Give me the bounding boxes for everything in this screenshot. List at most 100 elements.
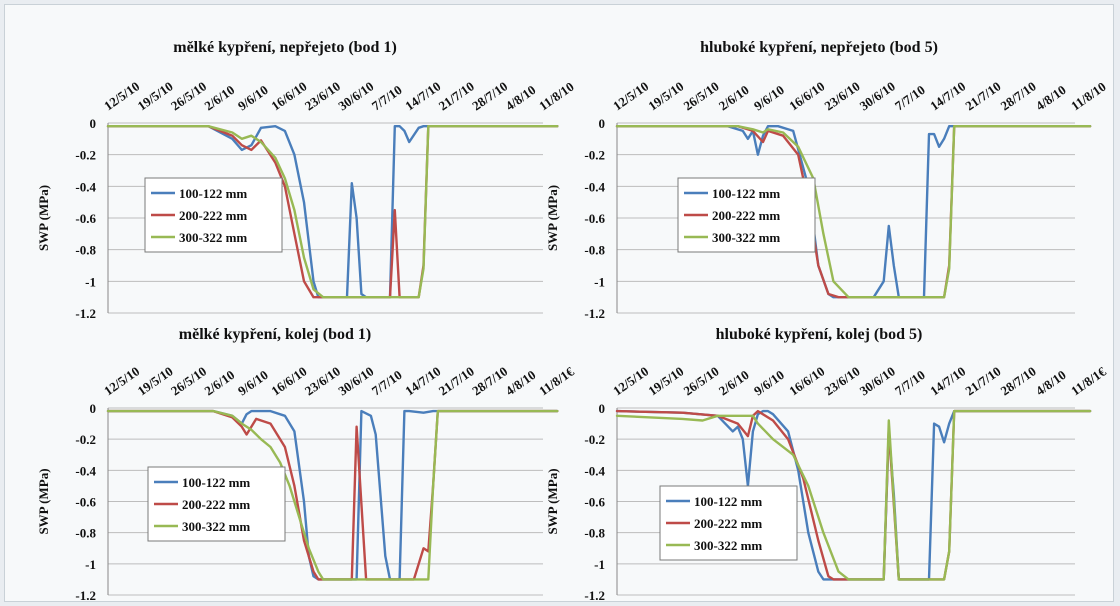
x-tick-label: 30/6/10 bbox=[857, 78, 898, 113]
x-tick-label: 26/5/10 bbox=[681, 363, 722, 398]
x-tick-label: 28/7/10 bbox=[469, 363, 510, 398]
x-tick-label: 4/8/10 bbox=[1033, 82, 1069, 113]
y-tick-label: -1 bbox=[85, 274, 96, 289]
x-tick-label: 19/5/10 bbox=[645, 78, 686, 113]
y-tick-label: -1 bbox=[594, 557, 605, 572]
x-tick-label: 23/6/10 bbox=[302, 363, 343, 398]
legend-label: 200-222 mm bbox=[712, 208, 780, 223]
y-tick-label: 0 bbox=[599, 116, 606, 131]
y-tick-label: -0.4 bbox=[75, 463, 96, 478]
legend-label: 300-322 mm bbox=[694, 538, 762, 553]
x-tick-label: 12/5/10 bbox=[101, 78, 142, 113]
y-tick-label: -0.4 bbox=[584, 179, 605, 194]
y-tick-label: -0.8 bbox=[584, 243, 605, 258]
x-tick-label: 23/6/10 bbox=[822, 363, 863, 398]
x-tick-label: 30/6/10 bbox=[335, 78, 376, 113]
y-tick-label: -0.8 bbox=[584, 526, 605, 541]
x-tick-label: 23/6/10 bbox=[302, 78, 343, 113]
x-tick-label: 30/6/10 bbox=[857, 363, 898, 398]
y-tick-label: -0.6 bbox=[75, 495, 96, 510]
x-tick-label: 23/6/10 bbox=[822, 78, 863, 113]
y-tick-label: -0.2 bbox=[584, 148, 605, 163]
x-tick-label: 7/7/10 bbox=[369, 82, 405, 113]
chart-panel-1: mělké kypření, nepřejeto (bod 1) 0 -0.2 -0.… bbox=[36, 39, 577, 321]
x-tick-label: 4/8/10 bbox=[503, 82, 539, 113]
x-tick-label: 7/7/10 bbox=[892, 367, 928, 398]
chart-title: hluboké kypření, nepřejeto (bod 5) bbox=[700, 39, 938, 56]
x-tick-label: 30/6/10 bbox=[335, 363, 376, 398]
y-axis-label: SWP (MPa) bbox=[36, 185, 51, 251]
legend-label: 300-322 mm bbox=[712, 230, 780, 245]
x-tick-label: 9/6/10 bbox=[235, 82, 271, 113]
chart-panel-4: hluboké kypření, kolej (bod 5) 0 -0.2 -0.4 -… bbox=[545, 326, 1109, 603]
x-tick-label: 19/5/10 bbox=[135, 78, 176, 113]
x-tick-label: 16/6/10 bbox=[786, 78, 827, 113]
x-tick-label: 16/6/10 bbox=[268, 363, 309, 398]
x-tick-label: 21/7/10 bbox=[962, 363, 1003, 398]
series-line-3 bbox=[106, 409, 559, 581]
x-tick-label: 16/6/10 bbox=[268, 78, 309, 113]
x-tick-label: 7/7/10 bbox=[892, 82, 928, 113]
y-tick-label: -0.2 bbox=[75, 432, 96, 447]
x-tick-label: 28/7/10 bbox=[998, 363, 1039, 398]
chart-panel-3: mělké kypření, kolej (bod 1) 0 -0.2 -0.4 -0.… bbox=[36, 326, 577, 603]
legend-label: 100-122 mm bbox=[182, 475, 250, 490]
y-tick-label: 0 bbox=[90, 116, 97, 131]
x-tick-label: 4/8/10 bbox=[1033, 367, 1069, 398]
x-tick-label: 26/5/10 bbox=[168, 78, 209, 113]
y-tick-label: -0.4 bbox=[75, 179, 96, 194]
y-tick-label: -1 bbox=[85, 557, 96, 572]
x-tick-label: 9/6/10 bbox=[751, 367, 787, 398]
x-tick-label: 21/7/10 bbox=[436, 363, 477, 398]
y-tick-label: 0 bbox=[90, 401, 97, 416]
x-tick-label: 12/5/10 bbox=[101, 363, 142, 398]
legend-label: 300-322 mm bbox=[179, 230, 247, 245]
x-tick-label: 14/7/10 bbox=[402, 363, 443, 398]
x-tick-label: 2/6/10 bbox=[716, 367, 752, 398]
y-tick-label: -0.8 bbox=[75, 243, 96, 258]
x-tick-label: 26/5/10 bbox=[168, 363, 209, 398]
y-tick-label: -1.2 bbox=[584, 588, 605, 603]
x-tick-label: 16/6/10 bbox=[786, 363, 827, 398]
series-line-1 bbox=[615, 409, 1092, 581]
x-tick-label: 11/8/1€ bbox=[536, 364, 577, 399]
legend-label: 100-122 mm bbox=[179, 186, 247, 201]
y-tick-label: -0.6 bbox=[584, 495, 605, 510]
x-tick-label: 11/8/1€ bbox=[1068, 364, 1109, 399]
y-axis-label: SWP (MPa) bbox=[36, 468, 51, 534]
y-tick-label: -0.2 bbox=[75, 148, 96, 163]
legend-label: 200-222 mm bbox=[179, 208, 247, 223]
legend-label: 300-322 mm bbox=[182, 519, 250, 534]
x-tick-label: 26/5/10 bbox=[681, 78, 722, 113]
x-tick-label: 19/5/10 bbox=[645, 363, 686, 398]
y-tick-label: -1 bbox=[594, 274, 605, 289]
x-tick-label: 21/7/10 bbox=[436, 78, 477, 113]
y-tick-label: 0 bbox=[599, 401, 606, 416]
x-tick-label: 4/8/10 bbox=[503, 367, 539, 398]
legend-label: 100-122 mm bbox=[694, 494, 762, 509]
x-tick-label: 11/8/10 bbox=[536, 79, 577, 114]
legend-label: 200-222 mm bbox=[694, 516, 762, 531]
figure-frame: mělké kypření, nepřejeto (bod 1) 0 -0.2 -0.… bbox=[4, 4, 1114, 603]
x-tick-label: 14/7/10 bbox=[402, 78, 443, 113]
x-tick-label: 2/6/10 bbox=[202, 82, 238, 113]
x-tick-label: 28/7/10 bbox=[998, 78, 1039, 113]
y-tick-label: -1.2 bbox=[75, 306, 96, 321]
chart-title: hluboké kypření, kolej (bod 5) bbox=[716, 326, 923, 343]
legend-label: 100-122 mm bbox=[712, 186, 780, 201]
charts-canvas: mělké kypření, nepřejeto (bod 1) 0 -0.2 -0.… bbox=[36, 39, 1109, 603]
x-tick-label: 9/6/10 bbox=[235, 367, 271, 398]
y-tick-label: -0.8 bbox=[75, 526, 96, 541]
x-tick-label: 12/5/10 bbox=[610, 78, 651, 113]
y-tick-label: -0.4 bbox=[584, 463, 605, 478]
series-line-1 bbox=[106, 124, 559, 299]
x-tick-label: 9/6/10 bbox=[751, 82, 787, 113]
x-tick-label: 21/7/10 bbox=[962, 78, 1003, 113]
chart-title: mělké kypření, kolej (bod 1) bbox=[179, 326, 371, 343]
y-tick-label: -1.2 bbox=[584, 306, 605, 321]
legend-label: 200-222 mm bbox=[182, 497, 250, 512]
x-tick-label: 12/5/10 bbox=[610, 363, 651, 398]
y-tick-label: -1.2 bbox=[75, 588, 96, 603]
chart-panel-2: hluboké kypření, nepřejeto (bod 5) 0 -0.2 -… bbox=[545, 39, 1109, 321]
x-tick-label: 19/5/10 bbox=[135, 363, 176, 398]
